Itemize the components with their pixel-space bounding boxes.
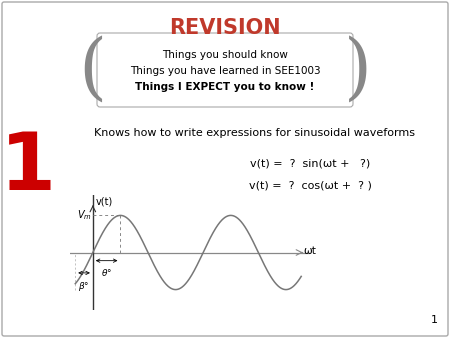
Text: v(t) =  ?  sin(ωt +   ?): v(t) = ? sin(ωt + ?) (250, 158, 370, 168)
Text: v(t) =  ?  cos(ωt +  ? ): v(t) = ? cos(ωt + ? ) (248, 180, 371, 190)
Text: $\beta°$: $\beta°$ (78, 280, 90, 293)
FancyBboxPatch shape (2, 2, 448, 336)
FancyBboxPatch shape (97, 33, 353, 107)
Text: 1: 1 (0, 129, 56, 207)
Text: ωt: ωt (303, 246, 316, 256)
Text: Knows how to write expressions for sinusoidal waveforms: Knows how to write expressions for sinus… (94, 128, 415, 138)
Text: 1: 1 (431, 315, 438, 325)
Text: $\theta°$: $\theta°$ (101, 267, 112, 278)
Text: $V_m$: $V_m$ (76, 209, 91, 222)
Text: Things I EXPECT you to know !: Things I EXPECT you to know ! (135, 82, 315, 92)
Text: ): ) (344, 35, 372, 105)
Text: Things you should know: Things you should know (162, 50, 288, 60)
Text: Things you have learned in SEE1003: Things you have learned in SEE1003 (130, 66, 320, 76)
Text: v(t): v(t) (95, 196, 112, 206)
Text: REVISION: REVISION (169, 18, 281, 38)
Text: (: ( (78, 35, 106, 105)
